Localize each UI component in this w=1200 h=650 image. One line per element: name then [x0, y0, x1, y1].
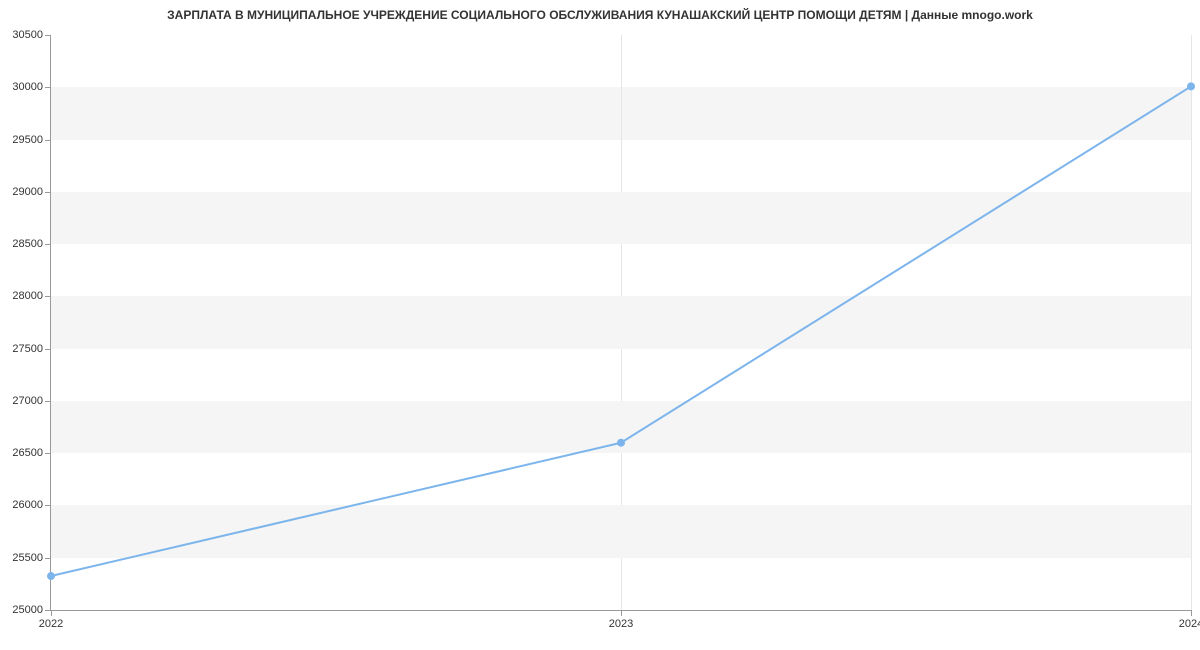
y-axis-tick-mark	[45, 296, 51, 297]
x-axis-tick-mark	[51, 610, 52, 616]
y-axis-tick-label: 28500	[12, 238, 43, 250]
x-axis-tick-mark	[1191, 610, 1192, 616]
x-axis-tick-label: 2022	[39, 618, 63, 630]
y-axis-tick-label: 30500	[12, 29, 43, 41]
y-axis-tick-mark	[45, 87, 51, 88]
salary-line-chart: ЗАРПЛАТА В МУНИЦИПАЛЬНОЕ УЧРЕЖДЕНИЕ СОЦИ…	[0, 0, 1200, 650]
y-axis-tick-mark	[45, 35, 51, 36]
chart-title: ЗАРПЛАТА В МУНИЦИПАЛЬНОЕ УЧРЕЖДЕНИЕ СОЦИ…	[0, 8, 1200, 22]
y-axis-tick-mark	[45, 558, 51, 559]
y-axis-tick-label: 29500	[12, 134, 43, 146]
x-axis-tick-label: 2023	[609, 618, 633, 630]
y-axis-tick-label: 30000	[12, 81, 43, 93]
y-axis-tick-label: 27500	[12, 343, 43, 355]
y-axis-tick-mark	[45, 505, 51, 506]
y-axis-tick-mark	[45, 453, 51, 454]
x-axis-tick-mark	[621, 610, 622, 616]
y-axis-tick-label: 26500	[12, 447, 43, 459]
y-axis-tick-mark	[45, 349, 51, 350]
y-axis-tick-mark	[45, 401, 51, 402]
y-axis-tick-mark	[45, 192, 51, 193]
x-grid-line	[1191, 35, 1192, 610]
y-axis-tick-label: 27000	[12, 395, 43, 407]
plot-area: 2500025500260002650027000275002800028500…	[50, 35, 1191, 611]
series-marker[interactable]	[1187, 82, 1195, 90]
y-axis-tick-label: 26000	[12, 499, 43, 511]
y-axis-tick-label: 28000	[12, 290, 43, 302]
y-axis-tick-label: 25000	[12, 604, 43, 616]
series-line	[51, 86, 1191, 576]
y-axis-tick-mark	[45, 140, 51, 141]
series-marker[interactable]	[47, 572, 55, 580]
series-marker[interactable]	[617, 439, 625, 447]
y-axis-tick-label: 25500	[12, 552, 43, 564]
y-axis-tick-label: 29000	[12, 186, 43, 198]
x-axis-tick-label: 2024	[1179, 618, 1200, 630]
y-axis-tick-mark	[45, 244, 51, 245]
line-series-svg	[51, 35, 1191, 610]
